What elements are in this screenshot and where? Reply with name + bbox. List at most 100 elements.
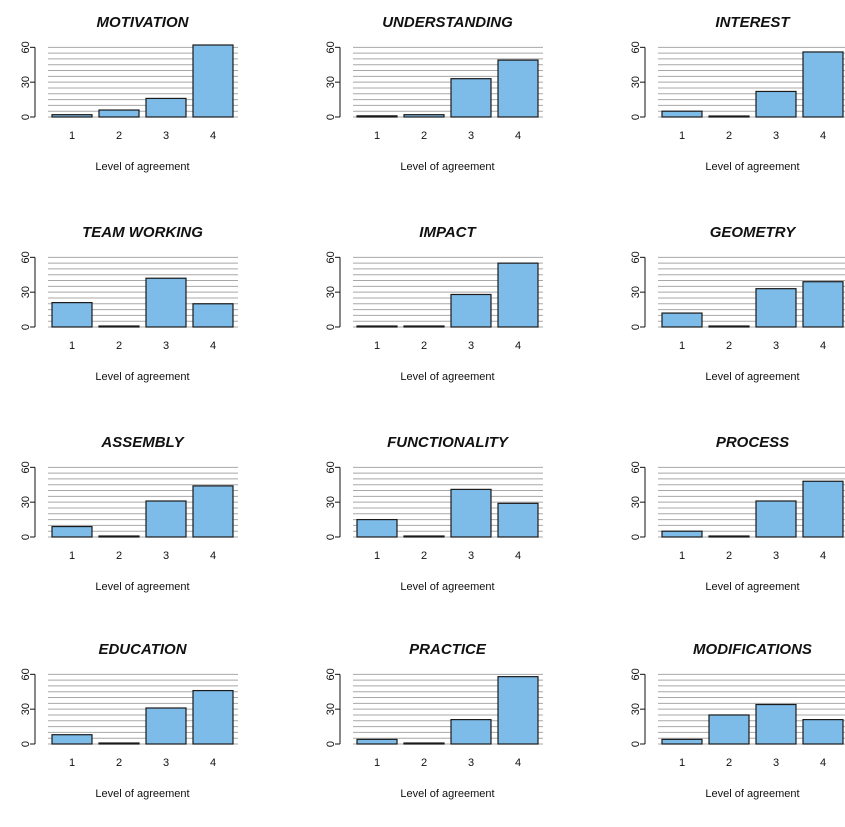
x-tick-label: 3 [468,130,474,142]
chart-svg: 0 30 60 1 2 3 4 INTEREST Level of agreement [630,14,845,173]
bar-1 [51,302,93,328]
x-tick-label: 1 [69,757,75,769]
x-tick-label: 3 [773,550,779,562]
y-tick-label: 30 [20,496,32,508]
x-tick-label: 2 [116,757,122,769]
bar-2 [708,325,750,328]
chart-title: GEOMETRY [710,224,798,241]
y-tick-label: 30 [20,286,32,298]
bar-2 [403,535,445,538]
y-tick-label: 0 [20,741,32,747]
chart-title: IMPACT [419,224,477,241]
x-tick-label: 3 [773,130,779,142]
bar-2 [98,742,140,745]
x-axis-label: Level of agreement [400,788,494,800]
x-tick-label: 2 [116,550,122,562]
chart-panel-motivation: 0 30 60 1 2 3 4 MOTIVATION Level of agreement [0,0,282,200]
bar-3 [450,293,492,328]
chart-svg: 0 30 60 1 2 3 4 FUNCTIONALITY Level of agreement [325,434,543,593]
y-tick-label: 0 [325,534,337,540]
x-tick-label: 1 [69,130,75,142]
x-axis-label: Level of agreement [400,581,494,593]
y-tick-label: 60 [20,41,32,53]
x-tick-label: 1 [374,130,380,142]
x-tick-label: 2 [726,130,732,142]
chart-title: TEAM WORKING [82,224,203,241]
y-tick-label: 0 [630,534,642,540]
x-tick-label: 3 [773,340,779,352]
chart-svg: 0 30 60 1 2 3 4 PROCESS Level of agreement [630,434,845,593]
x-tick-label: 3 [163,757,169,769]
bar-1 [356,738,398,745]
chart-title: INTEREST [715,14,791,31]
chart-svg: 0 30 60 1 2 3 4 MOTIVATION Level of agreement [20,14,238,173]
bar-2 [708,535,750,538]
x-tick-label: 1 [679,757,685,769]
y-tick-label: 0 [630,741,642,747]
x-tick-label: 2 [726,340,732,352]
bar-2 [403,742,445,745]
y-tick-label: 30 [630,496,642,508]
x-axis-label: Level of agreement [705,161,799,173]
y-tick-label: 60 [630,668,642,680]
chart-panel-assembly: 0 30 60 1 2 3 4 ASSEMBLY Level of agreement [0,420,282,620]
x-tick-label: 1 [374,550,380,562]
chart-panel-team-working: 0 30 60 1 2 3 4 TEAM WORKING Level of agreement [0,210,282,410]
x-axis-label: Level of agreement [95,371,189,383]
chart-title: ASSEMBLY [100,434,185,451]
x-axis-label: Level of agreement [705,788,799,800]
x-tick-label: 3 [468,550,474,562]
chart-panel-understanding: 0 30 60 1 2 3 4 UNDERSTANDING Level of agreement [305,0,587,200]
bar-4 [192,689,234,745]
bar-3 [145,500,187,538]
bar-2 [98,109,140,118]
y-tick-label: 0 [20,114,32,120]
y-tick-label: 0 [630,114,642,120]
bar-4 [192,303,234,328]
bar-1 [356,115,398,118]
bar-3 [450,488,492,538]
bar-2 [708,714,750,745]
bar-4 [192,44,234,118]
chart-title: PROCESS [716,434,789,451]
x-tick-label: 2 [116,130,122,142]
bar-4 [497,676,539,745]
x-tick-label: 3 [163,550,169,562]
x-tick-label: 4 [820,550,826,562]
bar-4 [802,281,844,328]
bar-2 [403,114,445,118]
x-tick-label: 3 [163,130,169,142]
y-tick-label: 30 [325,76,337,88]
x-axis-label: Level of agreement [95,788,189,800]
chart-svg: 0 30 60 1 2 3 4 TEAM WORKING Level of agreement [20,224,238,383]
chart-title: PRACTICE [409,641,487,658]
x-tick-label: 4 [820,757,826,769]
chart-panel-modifications: 0 30 60 1 2 3 4 MODIFICATIONS Level of agreement [610,627,845,827]
bar-2 [98,535,140,538]
y-tick-label: 30 [630,286,642,298]
x-tick-label: 4 [210,130,216,142]
y-tick-label: 60 [325,41,337,53]
y-tick-label: 30 [630,703,642,715]
bar-3 [450,719,492,745]
chart-svg: 0 30 60 1 2 3 4 EDUCATION Level of agreement [20,641,238,800]
x-axis-label: Level of agreement [705,581,799,593]
x-tick-label: 1 [69,550,75,562]
bar-3 [755,288,797,328]
bar-4 [802,51,844,118]
chart-svg: 0 30 60 1 2 3 4 UNDERSTANDING Level of agreement [325,14,543,173]
bar-4 [497,262,539,328]
bar-3 [755,703,797,745]
y-tick-label: 0 [325,114,337,120]
y-tick-label: 30 [20,703,32,715]
y-tick-label: 30 [325,496,337,508]
bar-1 [356,518,398,538]
chart-svg: 0 30 60 1 2 3 4 MODIFICATIONS Level of agreement [630,641,845,800]
x-tick-label: 2 [116,340,122,352]
bar-1 [51,525,93,538]
x-tick-label: 4 [820,340,826,352]
y-tick-label: 0 [630,324,642,330]
y-tick-label: 60 [630,41,642,53]
y-tick-label: 30 [20,76,32,88]
y-tick-label: 30 [630,76,642,88]
